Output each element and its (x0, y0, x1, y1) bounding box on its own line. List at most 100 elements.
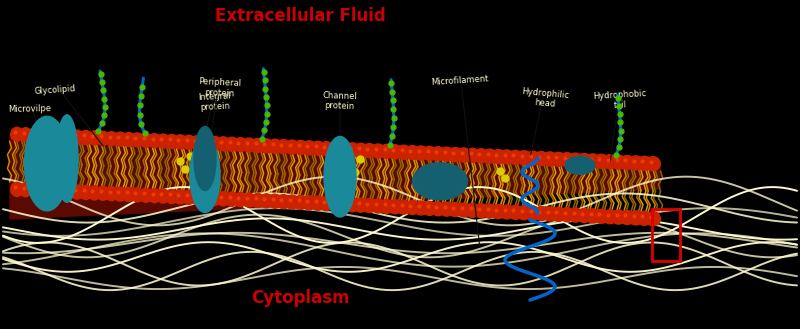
Ellipse shape (602, 210, 618, 224)
Ellipse shape (646, 157, 660, 171)
Ellipse shape (122, 133, 135, 146)
Ellipse shape (190, 139, 220, 213)
Ellipse shape (491, 150, 506, 164)
Ellipse shape (457, 203, 471, 217)
Ellipse shape (362, 143, 376, 158)
Ellipse shape (157, 189, 170, 203)
Ellipse shape (122, 188, 135, 201)
Ellipse shape (337, 142, 350, 156)
Ellipse shape (165, 190, 178, 203)
Ellipse shape (354, 198, 368, 212)
Ellipse shape (380, 144, 394, 158)
Ellipse shape (371, 199, 385, 213)
Ellipse shape (294, 140, 307, 154)
Ellipse shape (586, 154, 600, 168)
Ellipse shape (311, 196, 325, 210)
Ellipse shape (114, 132, 126, 146)
Ellipse shape (45, 129, 58, 143)
Ellipse shape (517, 206, 531, 220)
Ellipse shape (19, 183, 32, 197)
Ellipse shape (88, 131, 101, 145)
Ellipse shape (131, 133, 144, 147)
Ellipse shape (542, 152, 557, 166)
Ellipse shape (97, 131, 110, 145)
Ellipse shape (388, 200, 402, 214)
Ellipse shape (551, 207, 566, 221)
Ellipse shape (268, 194, 282, 208)
Ellipse shape (577, 209, 591, 222)
Ellipse shape (526, 151, 540, 165)
Ellipse shape (397, 200, 410, 214)
Ellipse shape (131, 188, 144, 202)
Ellipse shape (337, 197, 350, 212)
Ellipse shape (56, 115, 78, 202)
Ellipse shape (62, 130, 75, 144)
Ellipse shape (448, 147, 462, 162)
Ellipse shape (629, 211, 643, 225)
Ellipse shape (388, 145, 402, 159)
Ellipse shape (440, 202, 454, 216)
Polygon shape (10, 134, 660, 219)
Ellipse shape (422, 146, 437, 160)
Ellipse shape (457, 148, 471, 162)
Ellipse shape (157, 134, 170, 148)
Ellipse shape (414, 146, 428, 160)
Text: Channel
protein: Channel protein (322, 91, 358, 112)
Ellipse shape (324, 137, 356, 217)
Ellipse shape (79, 131, 92, 144)
Ellipse shape (629, 156, 643, 170)
Ellipse shape (594, 209, 609, 223)
Ellipse shape (637, 211, 652, 225)
Ellipse shape (217, 192, 230, 206)
Text: Integral
protein: Integral protein (198, 91, 232, 112)
Ellipse shape (422, 201, 437, 215)
Ellipse shape (174, 135, 187, 149)
Ellipse shape (19, 128, 32, 142)
Ellipse shape (380, 199, 394, 214)
Ellipse shape (620, 211, 634, 224)
Ellipse shape (500, 205, 514, 219)
Ellipse shape (413, 163, 467, 200)
Ellipse shape (259, 194, 273, 208)
Ellipse shape (148, 189, 161, 203)
Ellipse shape (105, 187, 118, 201)
Ellipse shape (646, 212, 660, 226)
Ellipse shape (551, 152, 566, 166)
Ellipse shape (466, 203, 479, 217)
Ellipse shape (234, 193, 247, 207)
Ellipse shape (54, 184, 66, 198)
Ellipse shape (242, 193, 256, 207)
Ellipse shape (474, 149, 488, 163)
Ellipse shape (226, 137, 238, 151)
Ellipse shape (534, 207, 549, 220)
Ellipse shape (62, 185, 75, 199)
Ellipse shape (191, 136, 204, 150)
Text: Extracellular Fluid: Extracellular Fluid (214, 7, 386, 25)
Text: Cytoplasm: Cytoplasm (250, 289, 350, 307)
Ellipse shape (611, 210, 626, 224)
Ellipse shape (406, 201, 419, 215)
Ellipse shape (10, 127, 23, 141)
Ellipse shape (569, 208, 583, 222)
Ellipse shape (320, 197, 333, 211)
Ellipse shape (414, 201, 428, 215)
Ellipse shape (431, 147, 445, 161)
Ellipse shape (534, 152, 549, 165)
Ellipse shape (491, 205, 506, 218)
Text: Microvilpe: Microvilpe (8, 104, 52, 114)
Ellipse shape (474, 204, 488, 218)
Ellipse shape (242, 138, 256, 152)
Ellipse shape (28, 128, 41, 142)
Ellipse shape (28, 183, 41, 197)
Ellipse shape (611, 155, 626, 169)
Ellipse shape (302, 196, 316, 210)
Ellipse shape (431, 202, 445, 216)
Ellipse shape (294, 195, 307, 210)
Text: Peripheral
protein: Peripheral protein (198, 77, 242, 98)
Text: Hydrophobic
tail: Hydrophobic tail (593, 89, 647, 112)
Ellipse shape (328, 142, 342, 156)
Ellipse shape (97, 186, 110, 200)
Ellipse shape (70, 185, 83, 199)
Text: Microfilament: Microfilament (431, 74, 489, 87)
Ellipse shape (500, 150, 514, 164)
